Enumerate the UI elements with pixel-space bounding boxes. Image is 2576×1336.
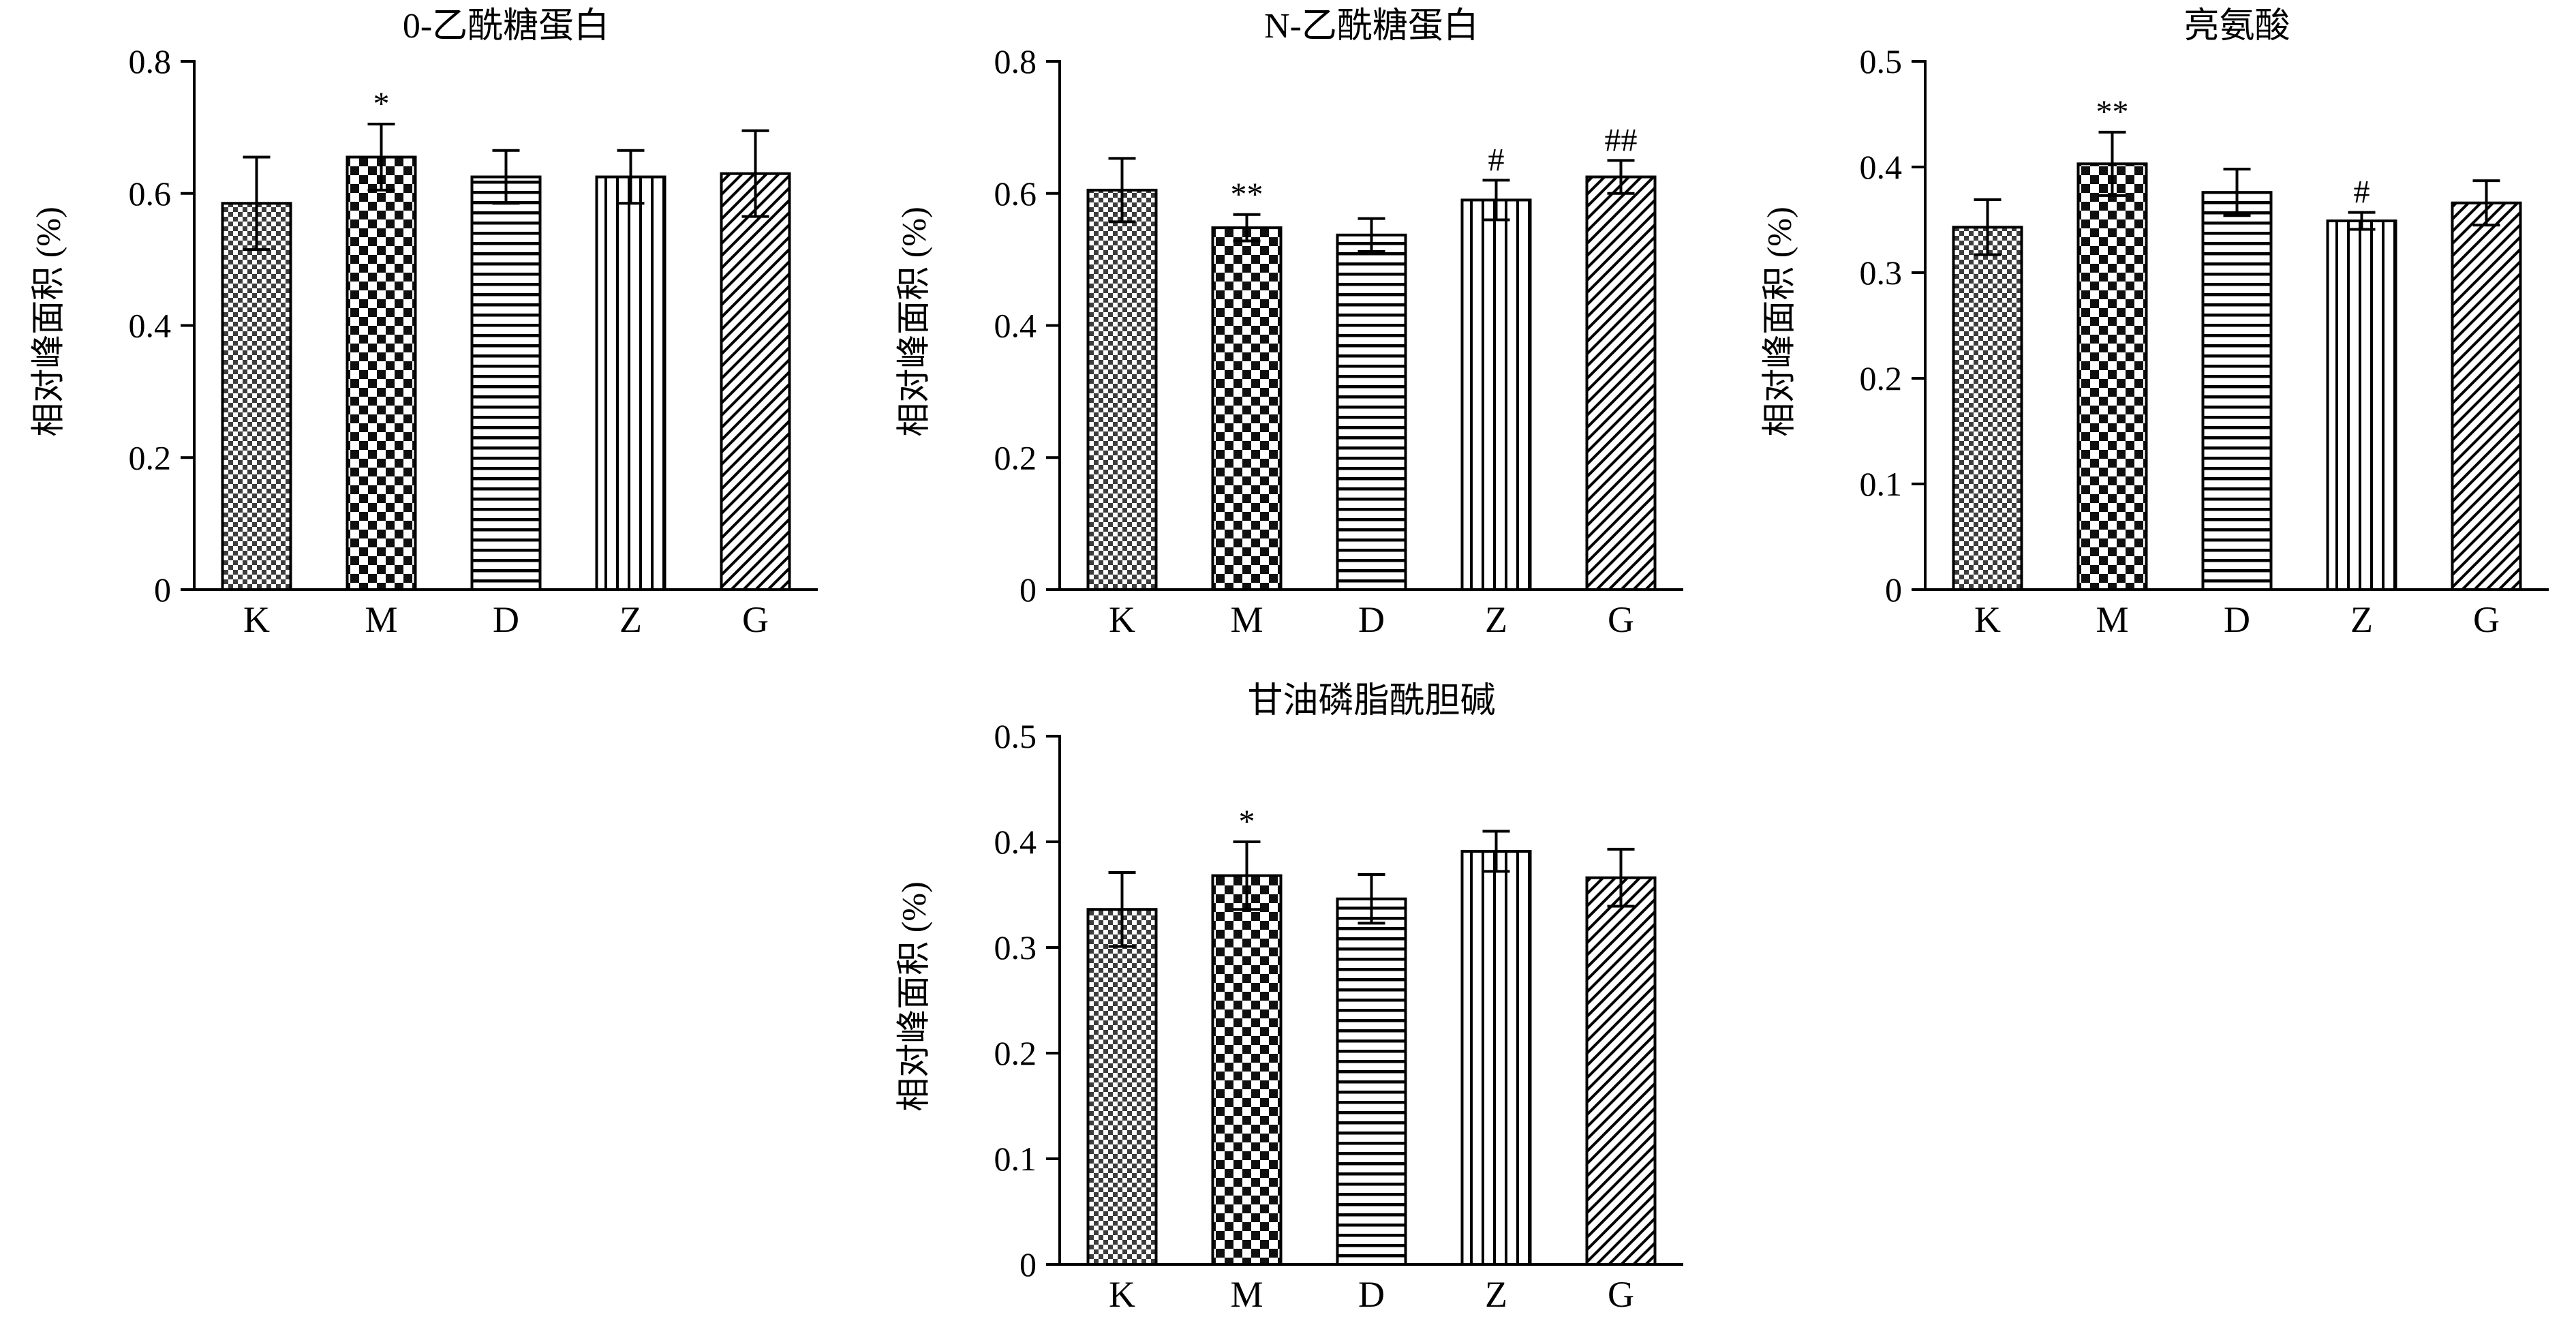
y-tick-label: 0.8	[994, 42, 1037, 80]
y-tick-label: 0.2	[994, 438, 1037, 476]
bar-plot: K * M D Z G 0 0.1 0.2 0.3 0.4 0.5	[994, 717, 1683, 1315]
y-tick-label: 0.4	[129, 307, 172, 345]
bar-Z	[1460, 849, 1532, 1266]
y-tick-label: 0	[1019, 1245, 1037, 1284]
x-category-label: Z	[1485, 1274, 1507, 1315]
significance-label: #	[1488, 142, 1505, 178]
x-category-label: G	[1608, 599, 1634, 640]
x-category-label: M	[1230, 599, 1263, 640]
bar-D	[470, 175, 542, 591]
y-tick-label: 0.5	[1860, 42, 1903, 80]
x-category-label: K	[243, 599, 270, 640]
bar-G	[720, 172, 791, 591]
x-category-label: G	[742, 599, 769, 640]
significance-label: ##	[1605, 122, 1638, 158]
bar-M	[2076, 162, 2148, 592]
x-category-label: Z	[1485, 599, 1507, 640]
bar-D	[1336, 233, 1407, 591]
y-tick-label: 0.1	[1860, 465, 1903, 503]
x-category-label: M	[365, 599, 397, 640]
significance-label: #	[2354, 174, 2370, 211]
bar-K	[1086, 188, 1158, 591]
y-tick-label: 0.2	[994, 1034, 1037, 1072]
y-tick-label: 0.4	[1860, 148, 1903, 186]
bar-K	[1086, 908, 1158, 1266]
bar-M	[1211, 874, 1283, 1266]
x-category-label: D	[493, 599, 519, 640]
bar-M	[346, 155, 417, 591]
x-category-label: K	[1109, 599, 1135, 640]
x-category-label: D	[2224, 599, 2250, 640]
x-category-label: G	[2473, 599, 2500, 640]
y-tick-label: 0.6	[129, 174, 172, 213]
bar-G	[1585, 876, 1657, 1266]
significance-label: **	[2096, 94, 2129, 130]
bar-D	[2201, 191, 2273, 591]
x-category-label: K	[1109, 1274, 1135, 1315]
bar-D	[1336, 897, 1407, 1266]
bar-G	[1585, 175, 1657, 591]
y-tick-label: 0.4	[994, 307, 1037, 345]
chart-title: 0-乙酰糖蛋白	[402, 7, 610, 46]
bar-M	[1211, 226, 1283, 591]
bar-G	[2451, 201, 2522, 591]
y-tick-label: 0.8	[129, 42, 172, 80]
bar-plot: K * M D Z G 0 0.2 0.4 0.6 0.8	[129, 42, 818, 640]
x-category-label: D	[1358, 1274, 1385, 1315]
chart-leucine: 亮氨酸 相对峰面积 (%) K ** M D # Z G 0 0.1 0.2 0.3 0.4 0.5	[1745, 7, 2576, 661]
x-category-label: K	[1974, 599, 2001, 640]
x-category-label: M	[1230, 1274, 1263, 1315]
y-tick-label: 0.4	[994, 823, 1037, 861]
x-category-label: Z	[619, 599, 642, 640]
y-tick-label: 0.6	[994, 174, 1037, 213]
chart-0-acetyl-glycoprotein: 0-乙酰糖蛋白 相对峰面积 (%) K * M D Z G 0 0.2 0.4 0.6 0.8	[14, 7, 852, 661]
bar-Z	[1460, 198, 1532, 591]
y-tick-label: 0.1	[994, 1140, 1037, 1178]
y-tick-label: 0.5	[994, 717, 1037, 755]
x-category-label: G	[1608, 1274, 1634, 1315]
bar-K	[1952, 226, 2023, 592]
chart-glycerophosphocholine: 甘油磷脂酰胆碱 相对峰面积 (%) K * M D Z G 0 0.1 0.2 0.3 0.4 0.5	[879, 682, 1717, 1336]
bar-plot: K ** M D # Z ## G 0 0.2 0.4 0.6 0.8	[994, 42, 1683, 640]
significance-label: *	[1239, 804, 1255, 840]
chart-title: N-乙酰糖蛋白	[1264, 7, 1479, 46]
bar-Z	[595, 175, 666, 591]
y-tick-label: 0.2	[129, 438, 172, 476]
y-tick-label: 0.2	[1860, 359, 1903, 397]
y-tick-label: 0	[1885, 571, 1902, 609]
chart-n-acetyl-glycoprotein: N-乙酰糖蛋白 相对峰面积 (%) K ** M D # Z ## G 0 0.2 0.4 0.6 0.…	[879, 7, 1717, 661]
significance-label: *	[373, 86, 390, 122]
chart-title: 亮氨酸	[2183, 7, 2290, 46]
y-tick-label: 0	[154, 571, 171, 609]
y-tick-label: 0.3	[994, 928, 1037, 967]
significance-label: **	[1231, 177, 1263, 213]
y-tick-label: 0.3	[1860, 254, 1903, 292]
bar-plot: K ** M D # Z G 0 0.1 0.2 0.3 0.4 0.5	[1860, 42, 2549, 640]
bar-Z	[2326, 219, 2397, 591]
x-category-label: D	[1358, 599, 1385, 640]
x-category-label: M	[2096, 599, 2128, 640]
bar-K	[221, 202, 292, 591]
x-category-label: Z	[2350, 599, 2373, 640]
chart-title: 甘油磷脂酰胆碱	[1247, 682, 1496, 720]
y-tick-label: 0	[1019, 571, 1037, 609]
